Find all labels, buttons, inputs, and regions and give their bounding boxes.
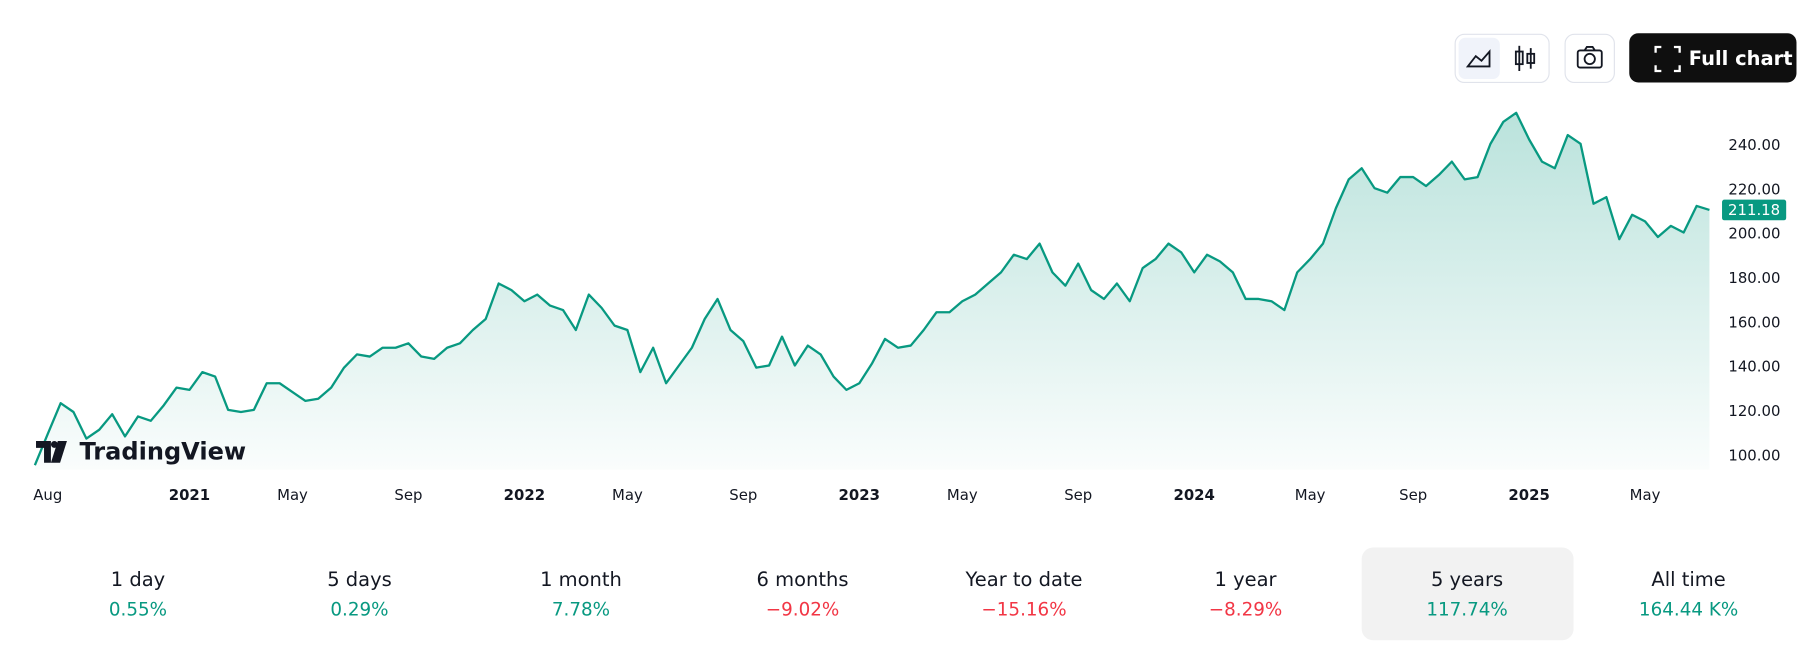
last-price-label: 211.18 — [1728, 201, 1780, 219]
last-price-tag — [1722, 199, 1787, 221]
period-change[interactable]: 0.55% — [109, 599, 167, 620]
period-change[interactable]: 164.44 K% — [1639, 599, 1738, 620]
x-tick-label: 2023 — [839, 486, 880, 504]
period-change[interactable]: 0.29% — [330, 599, 388, 620]
period-label[interactable]: 6 months — [757, 568, 849, 591]
y-tick-label: 120.00 — [1728, 402, 1780, 420]
x-tick-label: 2022 — [504, 486, 545, 504]
period-label[interactable]: 1 month — [540, 568, 622, 591]
y-tick-label: 100.00 — [1728, 446, 1780, 464]
logo-dot — [50, 440, 58, 448]
logo-text: TradingView — [80, 437, 247, 465]
y-tick-label: 240.00 — [1728, 136, 1780, 154]
period-change[interactable]: −15.16% — [981, 599, 1066, 620]
period-label[interactable]: Year to date — [965, 568, 1083, 591]
fullscreen-icon — [1654, 45, 1681, 73]
x-tick-label: May — [1295, 486, 1326, 504]
period-label[interactable]: 5 days — [327, 568, 392, 591]
line-icon — [1465, 49, 1491, 68]
x-tick-label: 2024 — [1173, 486, 1214, 504]
x-tick-label: Sep — [394, 486, 422, 504]
y-tick-label: 160.00 — [1728, 313, 1780, 331]
period-change[interactable]: −9.02% — [766, 599, 840, 620]
period-label[interactable]: All time — [1651, 568, 1725, 591]
y-tick-label: 140.00 — [1728, 358, 1780, 376]
x-tick-label: Aug — [33, 486, 62, 504]
period-change[interactable]: −8.29% — [1209, 599, 1283, 620]
x-tick-label: Sep — [1399, 486, 1427, 504]
period-tabs: 1 day 0.55% 5 days 0.29% 1 month 7.78% 6 month… — [109, 547, 1738, 641]
x-tick-label: 2021 — [169, 486, 210, 504]
full-chart-label[interactable]: Full chart — [1689, 47, 1793, 70]
snapshot-button[interactable] — [1564, 33, 1615, 84]
x-tick-label: Sep — [1064, 486, 1092, 504]
toolbar: Full chart — [1454, 33, 1797, 84]
period-label[interactable]: 5 years — [1431, 568, 1503, 591]
y-tick-label: 180.00 — [1728, 269, 1780, 287]
x-tick-label: May — [947, 486, 978, 504]
candle-style-button[interactable] — [1514, 45, 1536, 72]
plot-area: 100.00 120.00 140.00 160.00 180.00 200.00 220.… — [33, 111, 1787, 504]
logo-icon — [36, 440, 67, 463]
x-tick-label: Sep — [729, 486, 757, 504]
x-tick-label: May — [612, 486, 643, 504]
period-change[interactable]: 117.74% — [1426, 599, 1507, 620]
x-tick-label: May — [1630, 486, 1661, 504]
x-tick-label: May — [277, 486, 308, 504]
period-change[interactable]: 7.78% — [552, 599, 610, 620]
y-tick-label: 200.00 — [1728, 225, 1780, 243]
logo: TradingView — [36, 437, 246, 465]
period-selected-bg — [1361, 547, 1574, 641]
camera-icon — [1576, 46, 1603, 69]
period-label[interactable]: 1 year — [1215, 568, 1277, 591]
full-chart-button[interactable] — [1629, 33, 1797, 83]
period-label[interactable]: 1 day — [111, 568, 165, 591]
price-line — [33, 111, 1710, 466]
x-tick-label: 2025 — [1508, 486, 1549, 504]
y-tick-label: 220.00 — [1728, 180, 1780, 198]
area-fill — [34, 112, 1710, 470]
